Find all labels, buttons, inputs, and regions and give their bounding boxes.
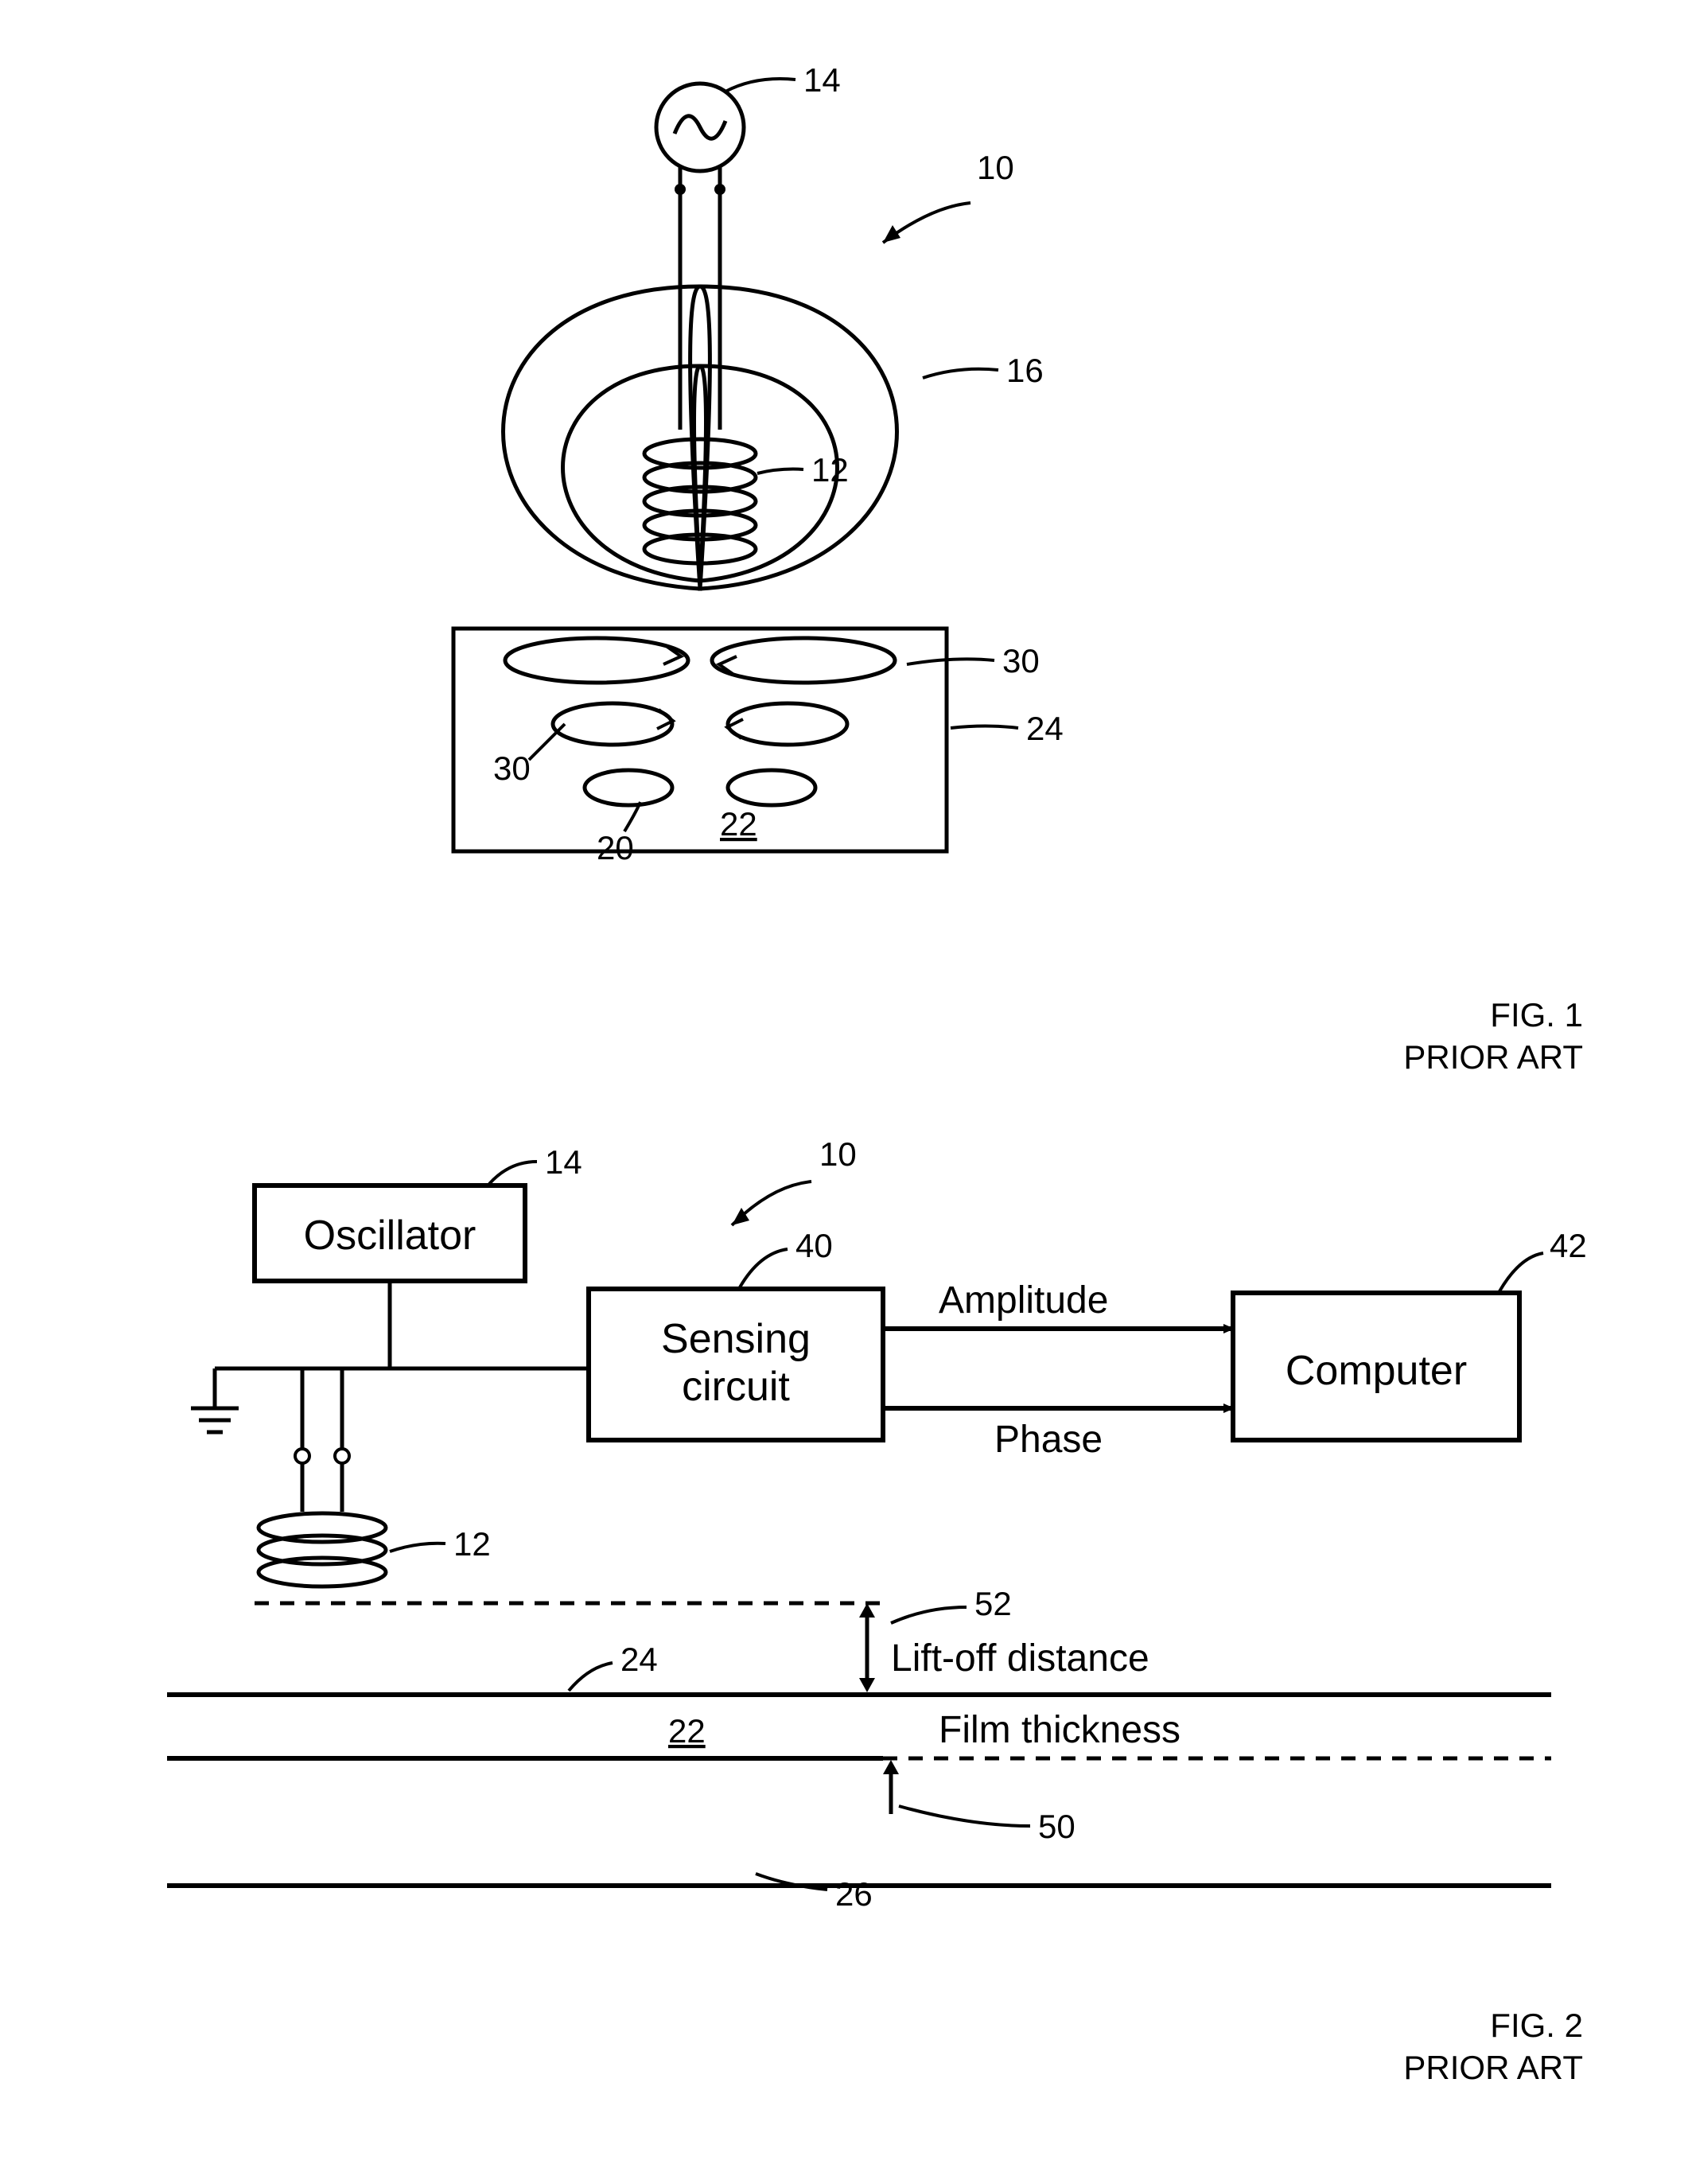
ref-10: 10 — [977, 149, 1014, 186]
patent-figure-page: 14 10 16 — [0, 0, 1692, 2184]
fig1-caption-line1: FIG. 1 — [1490, 996, 1583, 1034]
thickness-arrow — [883, 1760, 899, 1814]
liftoff-label: Lift-off distance — [891, 1637, 1149, 1680]
ref-42: 42 — [1550, 1227, 1587, 1264]
liftoff-arrow — [859, 1603, 875, 1692]
ref-20: 20 — [597, 829, 634, 866]
sensing-label-l2: circuit — [682, 1364, 790, 1410]
ref-14: 14 — [803, 61, 841, 99]
ref-52: 52 — [974, 1585, 1012, 1622]
terminal-l — [295, 1449, 309, 1463]
leader-12 — [757, 469, 803, 473]
leader-30l — [529, 724, 565, 760]
phase-label: Phase — [994, 1419, 1103, 1461]
leader-24 — [951, 726, 1018, 729]
ref-12b: 12 — [453, 1525, 491, 1563]
ref-24: 24 — [1026, 710, 1064, 747]
leader-14 — [725, 79, 795, 91]
leader-30r — [907, 659, 994, 664]
sensing-label-l1: Sensing — [661, 1316, 811, 1362]
terminal-dot-right — [714, 184, 725, 195]
fig2-caption: FIG. 2 PRIOR ART — [1344, 2005, 1583, 2089]
leader-24b — [569, 1663, 613, 1691]
ref-12: 12 — [811, 451, 849, 489]
leader-40 — [740, 1249, 788, 1287]
leader-16 — [923, 369, 998, 378]
ref-22b: 22 — [668, 1712, 706, 1750]
fig2-caption-line2: PRIOR ART — [1403, 2049, 1583, 2086]
fig1-svg: 14 10 16 — [278, 48, 1392, 1042]
ref-10b: 10 — [819, 1135, 857, 1173]
fig2-caption-line1: FIG. 2 — [1490, 2007, 1583, 2044]
oscillator-label: Oscillator — [304, 1213, 476, 1259]
ref-50: 50 — [1038, 1808, 1075, 1845]
fig1-caption-line2: PRIOR ART — [1403, 1038, 1583, 1076]
ref-26: 26 — [835, 1875, 873, 1913]
ref-30l: 30 — [493, 749, 531, 787]
ref-30r: 30 — [1002, 642, 1040, 679]
fig1-caption: FIG. 1 PRIOR ART — [1344, 995, 1583, 1078]
leader-50 — [899, 1806, 1030, 1826]
terminal-dot-left — [675, 184, 686, 195]
coil-2 — [259, 1513, 386, 1586]
ref-40: 40 — [795, 1227, 833, 1264]
amplitude-label: Amplitude — [939, 1279, 1108, 1322]
fig2-svg: Oscillator 14 10 Sensing circuit 40 Comp… — [95, 1114, 1607, 2069]
terminal-r — [335, 1449, 349, 1463]
ref-16: 16 — [1006, 352, 1044, 389]
arrowhead-10 — [883, 225, 900, 243]
ac-source — [656, 84, 744, 171]
leader-14b — [489, 1162, 537, 1184]
eddy-currents — [505, 638, 895, 805]
ref-14b: 14 — [545, 1143, 582, 1181]
ref-22: 22 — [720, 805, 757, 843]
leader-12b — [390, 1544, 445, 1551]
leader-52 — [891, 1607, 967, 1623]
film-thickness-label: Film thickness — [939, 1709, 1181, 1751]
ref-24b: 24 — [620, 1641, 658, 1678]
leader-42 — [1499, 1253, 1543, 1291]
coil — [644, 439, 756, 563]
computer-label: Computer — [1286, 1348, 1467, 1394]
sample-block — [453, 629, 947, 851]
